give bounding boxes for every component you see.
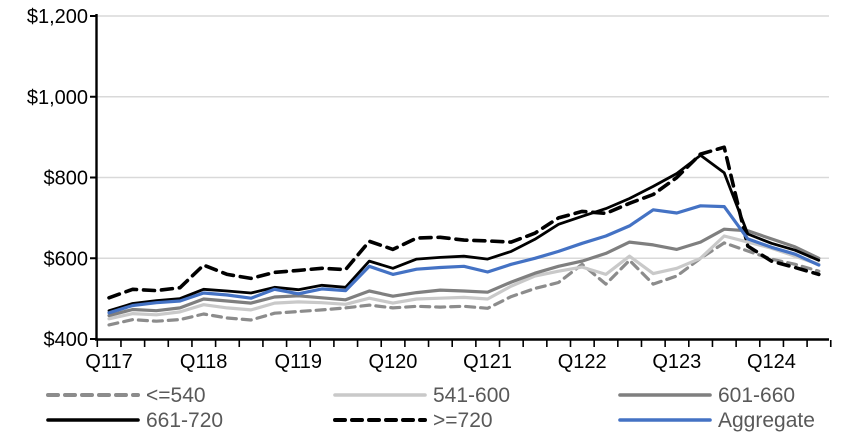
legend-label: 541-600 bbox=[433, 384, 510, 407]
series-line-5 bbox=[107, 204, 821, 315]
legend-label: 601-660 bbox=[718, 384, 795, 407]
x-axis-label: Q120 bbox=[368, 351, 417, 373]
legend-item: 541-600 bbox=[333, 384, 510, 407]
x-axis-label: Q118 bbox=[180, 351, 227, 373]
x-axis-label: Q124 bbox=[747, 351, 796, 373]
legend-label: Aggregate bbox=[718, 409, 815, 432]
x-axis-label: Q119 bbox=[275, 351, 322, 373]
axis-labels-group: $400 $600 $800 $1,000 $1,200 Q117 Q118 Q119 Q120… bbox=[27, 6, 796, 373]
x-axis-label: Q121 bbox=[463, 351, 512, 373]
legend-group: <=540 541-600 601-660 661-720 >=720 Aggregate bbox=[46, 384, 815, 432]
legend-label: <=540 bbox=[146, 384, 206, 407]
legend-item: 601-660 bbox=[618, 384, 795, 407]
legend-item: 661-720 bbox=[46, 409, 223, 432]
x-axis-label: Q117 bbox=[85, 351, 132, 373]
y-axis-label: $1,200 bbox=[27, 6, 88, 28]
x-axis-label: Q123 bbox=[652, 351, 701, 373]
gridlines-group bbox=[97, 15, 829, 259]
y-axis-label: $600 bbox=[44, 248, 89, 270]
x-axis-label: Q122 bbox=[558, 351, 607, 373]
legend-label: 661-720 bbox=[146, 409, 223, 432]
legend-label: >=720 bbox=[433, 409, 493, 432]
series-line-3 bbox=[107, 153, 821, 313]
series-line-4 bbox=[107, 145, 821, 300]
series-lines-group bbox=[107, 145, 821, 327]
y-axis-label: $400 bbox=[44, 329, 89, 351]
legend-item: <=540 bbox=[46, 384, 206, 407]
y-axis-label: $800 bbox=[44, 168, 89, 190]
axes-group bbox=[90, 14, 832, 347]
y-axis-label: $1,000 bbox=[27, 87, 88, 109]
series-line-1 bbox=[107, 234, 821, 321]
legend-item: Aggregate bbox=[618, 409, 815, 432]
series-line-2 bbox=[107, 227, 821, 318]
legend-item: >=720 bbox=[333, 409, 493, 432]
